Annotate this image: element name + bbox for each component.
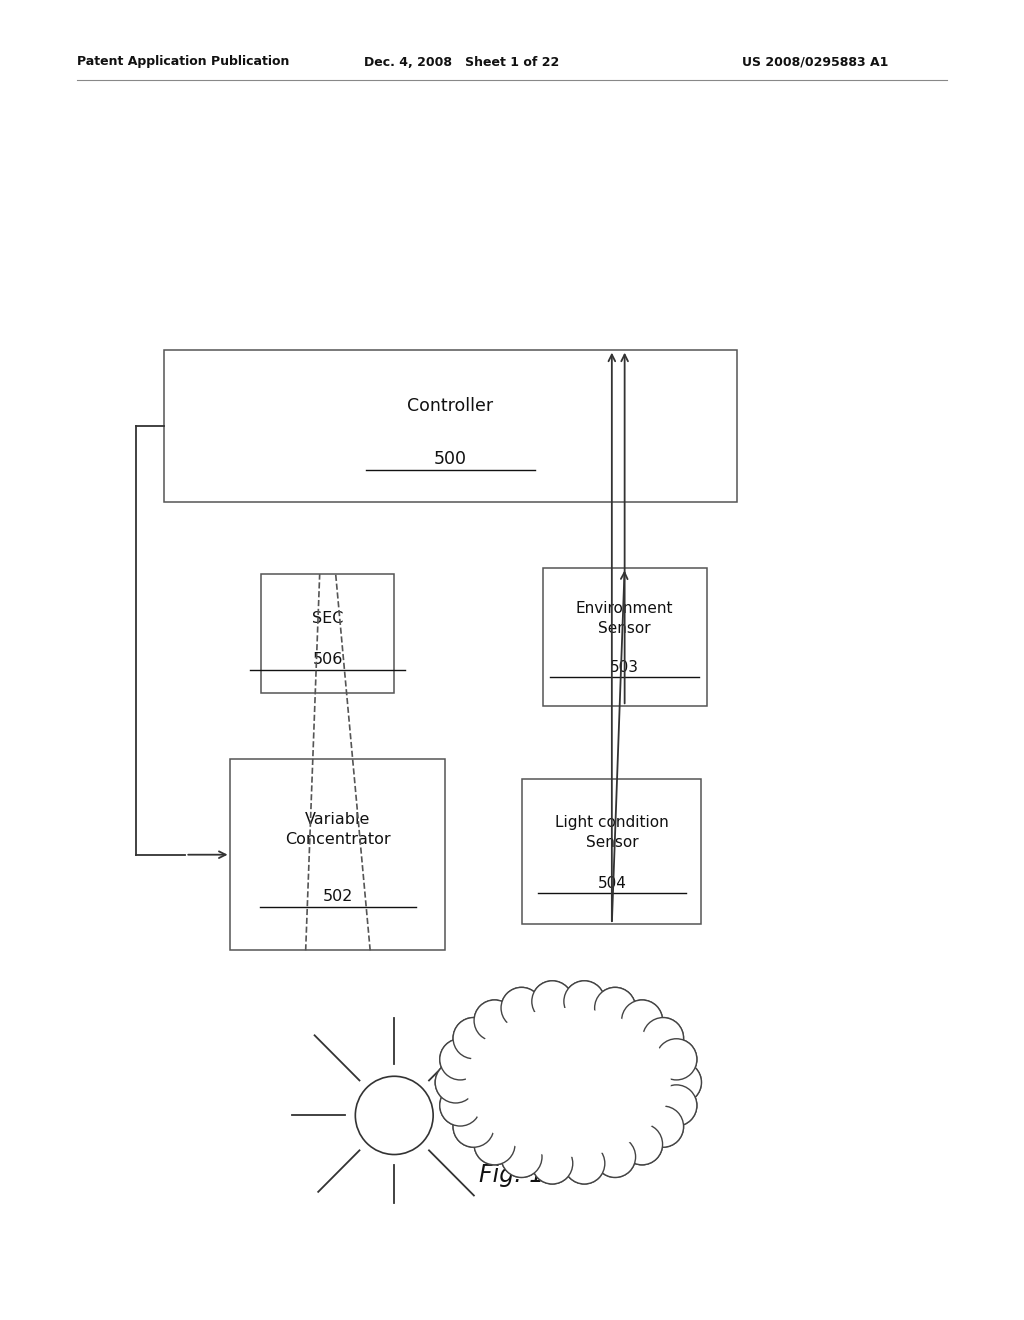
Ellipse shape [501, 987, 542, 1028]
Text: Patent Application Publication: Patent Application Publication [77, 55, 289, 69]
Text: 500: 500 [434, 450, 467, 469]
Text: Variable
Concentrator: Variable Concentrator [285, 812, 391, 847]
Text: 504: 504 [597, 876, 627, 891]
Ellipse shape [660, 1061, 701, 1104]
Ellipse shape [595, 987, 636, 1028]
Ellipse shape [656, 1085, 697, 1126]
Ellipse shape [656, 1039, 697, 1080]
Ellipse shape [531, 981, 572, 1022]
Ellipse shape [453, 1018, 494, 1059]
Ellipse shape [660, 1061, 701, 1104]
Ellipse shape [595, 1137, 636, 1177]
Ellipse shape [451, 997, 687, 1168]
Ellipse shape [464, 1007, 673, 1158]
Ellipse shape [439, 1039, 480, 1080]
Bar [261, 574, 394, 693]
Ellipse shape [466, 1008, 671, 1156]
Ellipse shape [453, 1106, 494, 1147]
Ellipse shape [501, 1137, 542, 1177]
Text: 503: 503 [610, 660, 639, 675]
Ellipse shape [656, 1039, 697, 1080]
Bar [522, 779, 701, 924]
Ellipse shape [564, 981, 605, 1022]
Ellipse shape [531, 1143, 572, 1184]
Ellipse shape [656, 1085, 697, 1126]
Ellipse shape [435, 1061, 476, 1104]
Ellipse shape [643, 1106, 684, 1147]
Ellipse shape [439, 1085, 480, 1126]
Ellipse shape [564, 1143, 605, 1184]
Text: US 2008/0295883 A1: US 2008/0295883 A1 [742, 55, 889, 69]
Ellipse shape [435, 1061, 476, 1104]
Bar [164, 350, 737, 502]
Ellipse shape [474, 1123, 515, 1164]
Ellipse shape [564, 1143, 605, 1184]
Ellipse shape [439, 1039, 480, 1080]
Text: SEC: SEC [312, 611, 343, 626]
Text: Light condition
Sensor: Light condition Sensor [555, 816, 669, 850]
Ellipse shape [622, 1123, 663, 1164]
Bar [230, 759, 445, 950]
Bar [543, 568, 707, 706]
Ellipse shape [643, 1106, 684, 1147]
Ellipse shape [595, 1137, 636, 1177]
Ellipse shape [643, 1018, 684, 1059]
Ellipse shape [531, 981, 572, 1022]
Ellipse shape [531, 1143, 572, 1184]
Ellipse shape [622, 1123, 663, 1164]
Text: 502: 502 [323, 890, 353, 904]
Ellipse shape [474, 1123, 515, 1164]
Text: Controller: Controller [408, 397, 494, 414]
Ellipse shape [445, 993, 671, 1172]
Text: Dec. 4, 2008   Sheet 1 of 22: Dec. 4, 2008 Sheet 1 of 22 [364, 55, 559, 69]
Ellipse shape [622, 1001, 663, 1041]
Ellipse shape [453, 1106, 494, 1147]
Ellipse shape [474, 1001, 515, 1041]
Ellipse shape [501, 1137, 542, 1177]
Text: 506: 506 [312, 652, 343, 667]
Ellipse shape [564, 981, 605, 1022]
Ellipse shape [622, 1001, 663, 1041]
Ellipse shape [501, 987, 542, 1028]
Text: Fig. 1: Fig. 1 [479, 1163, 545, 1187]
Text: Environment
Sensor: Environment Sensor [575, 602, 674, 636]
Ellipse shape [439, 1085, 480, 1126]
Ellipse shape [643, 1018, 684, 1059]
Ellipse shape [595, 987, 636, 1028]
Ellipse shape [453, 1018, 494, 1059]
Ellipse shape [474, 1001, 515, 1041]
